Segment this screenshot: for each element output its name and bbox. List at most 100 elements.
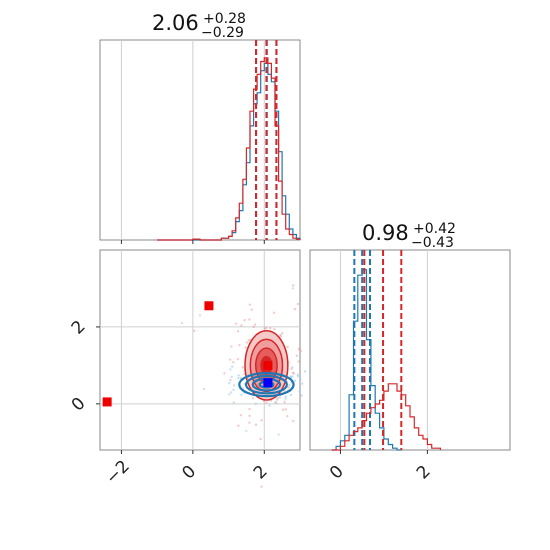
tick-label-br-x-1: 2 (413, 462, 435, 484)
sample-point-red (291, 371, 295, 375)
sample-point-red (293, 307, 297, 311)
sample-point-red (247, 339, 250, 342)
sample-outlier-2 (245, 429, 248, 432)
sample-point-red (292, 372, 296, 375)
sample-point-red (248, 303, 252, 306)
sample-point-red (248, 407, 251, 411)
sample-point-blue (296, 373, 299, 376)
sample-point-blue (299, 378, 302, 381)
sample-point-red (275, 398, 279, 401)
sample-point-red (243, 318, 246, 322)
sample-point-blue (289, 393, 293, 397)
tick-label-bl-y-1: 2 (68, 317, 90, 339)
sample-point-red (238, 344, 241, 347)
sample-point-blue (284, 395, 288, 398)
sample-point-red (279, 335, 282, 338)
sample-point-blue (284, 397, 287, 400)
sample-point-red (252, 325, 255, 329)
title-top-left-plus: +0.28 (203, 11, 246, 27)
marker-square-1 (102, 397, 112, 407)
sample-point-red (299, 349, 302, 353)
sample-point-red (273, 327, 276, 331)
sample-point-red (286, 345, 289, 349)
sample-point-blue (202, 387, 206, 391)
sample-point-red (248, 421, 251, 424)
title-top-left-value: 2.06 (152, 11, 199, 35)
top-left-histogram-panel: 2.06 +0.28 −0.29 (99, 11, 301, 241)
sample-point-red (280, 331, 284, 335)
sample-point-blue (230, 375, 233, 379)
title-top-left-minus: −0.29 (201, 25, 244, 41)
sample-outlier-4 (291, 287, 295, 290)
tick-label-bl-x-1: 0 (178, 462, 200, 484)
sample-point-red (193, 329, 196, 333)
sample-point-red (244, 346, 247, 349)
sample-point-red (237, 424, 240, 427)
sample-point-red (240, 324, 243, 327)
sample-point-red (248, 414, 251, 418)
marker-square-2 (263, 360, 273, 370)
tick-label-bl-x-0: −2 (102, 457, 134, 489)
sample-point-red (281, 408, 285, 411)
sample-point-red (236, 330, 240, 333)
sample-point-red (283, 400, 286, 404)
sample-point-blue (291, 375, 294, 378)
title-bottom-right-minus: −0.43 (411, 235, 454, 251)
br-hist-series-0 (331, 269, 402, 451)
sample-point-blue (232, 401, 236, 404)
sample-point-red (230, 345, 233, 348)
sample-point-red (260, 485, 263, 488)
sample-point-red (286, 415, 289, 418)
sample-point-red (239, 414, 243, 417)
sample-point-blue (237, 374, 240, 377)
sample-point-red (297, 347, 301, 351)
sample-point-blue (254, 402, 257, 405)
sample-point-blue (229, 368, 232, 371)
sample-point-red (295, 354, 299, 357)
sample-point-blue (274, 401, 277, 404)
sample-point-red (259, 437, 262, 441)
sample-point-red (284, 408, 287, 411)
sample-point-red (245, 341, 248, 344)
sample-point-red (292, 284, 295, 287)
tl-hist-series-1 (157, 57, 301, 241)
sample-point-red (223, 372, 226, 375)
sample-point-blue (293, 379, 297, 383)
sample-point-red (265, 401, 268, 404)
sample-point-blue (240, 393, 243, 396)
sample-point-blue (236, 377, 240, 380)
top-left-frame (99, 39, 301, 241)
br-hist-series-1 (331, 383, 441, 451)
sample-point-red (276, 396, 280, 400)
sample-point-blue (278, 396, 282, 399)
sample-point-red (269, 326, 272, 330)
title-bottom-right-plus: +0.42 (413, 221, 456, 237)
sample-point-red (297, 360, 300, 363)
title-top-left: 2.06 +0.28 −0.29 (152, 11, 246, 41)
blue-contour-level-1 (244, 374, 288, 395)
sample-point-red (253, 323, 257, 326)
tick-label-br-x-0: 0 (326, 462, 348, 484)
sample-point-red (296, 302, 300, 306)
sample-point-red (292, 419, 295, 423)
sample-point-red (250, 308, 254, 311)
sample-point-blue (232, 388, 235, 391)
marker-square-3 (263, 378, 273, 388)
blue-contour-level-0 (238, 372, 295, 398)
sample-point-blue (229, 391, 233, 394)
sample-point-blue (228, 393, 231, 396)
bottom-left-scatter-panel (99, 249, 325, 488)
tick-label-bl-x-2: 2 (250, 462, 272, 484)
sample-point-blue (232, 384, 236, 387)
sample-point-red (236, 357, 240, 361)
sample-point-blue (301, 382, 304, 385)
tick-label-bl-y-0: 0 (68, 394, 90, 416)
sample-point-blue (231, 365, 234, 368)
sample-outlier-1 (180, 321, 184, 325)
sample-point-blue (228, 381, 231, 385)
sample-point-red (248, 318, 251, 321)
sample-point-blue (300, 394, 303, 397)
sample-point-blue (239, 376, 242, 380)
sample-point-red (241, 366, 245, 369)
